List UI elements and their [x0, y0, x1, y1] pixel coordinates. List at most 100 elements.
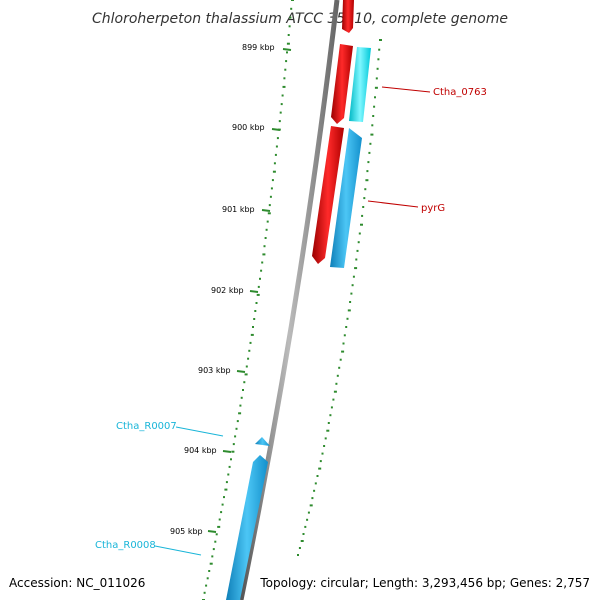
outer-ring-dot [298, 547, 301, 549]
ruler-label-903: 903 kbp [198, 366, 231, 375]
ruler-labels: 899 kbp 900 kbp 901 kbp 902 kbp 903 kbp … [170, 43, 275, 536]
outer-ring-dot [313, 489, 316, 492]
outer-ring-dot [343, 334, 346, 337]
ruler-dot [223, 496, 225, 499]
outer-ring-dot [362, 206, 365, 208]
gene-label-ctha-0763[interactable]: Ctha_0763 [433, 87, 487, 98]
genome-summary-text: Topology: circular; Length: 3,293,456 bp… [259, 576, 590, 590]
outer-ring-dot [300, 540, 304, 542]
outer-ring-dot [341, 350, 345, 353]
gene-feature-pyrg-upstream[interactable] [312, 126, 344, 264]
outer-ring-dot [323, 445, 326, 447]
ruler-label-902: 902 kbp [211, 286, 244, 295]
ruler-dot [203, 591, 206, 594]
outer-ring-dot [342, 342, 345, 345]
ruler-dot [274, 153, 277, 156]
map-title: Chloroherpeton thalassium ATCC 35110, co… [92, 11, 508, 27]
ruler-dot [245, 365, 248, 368]
ruler-label-901: 901 kbp [222, 205, 255, 214]
outer-ring-dot [369, 142, 372, 145]
ruler-dot [250, 333, 254, 336]
ruler-dot [218, 518, 221, 521]
outer-ring-dot [314, 482, 317, 485]
ruler-tick-902 [249, 290, 259, 293]
ruler-dot [263, 245, 266, 248]
ruler-dot [244, 373, 248, 376]
ruler-dot [217, 525, 221, 528]
ruler-dot [248, 349, 251, 352]
ruler-dot [239, 404, 242, 407]
outer-ring-dot [367, 161, 370, 164]
ruler-dot [235, 427, 238, 430]
ruler-dot [255, 302, 258, 304]
ruler-tick-900 [271, 128, 281, 131]
ruler-dot [243, 381, 246, 384]
ruler-dot [230, 458, 232, 461]
ruler-dot [280, 103, 283, 106]
outer-ring-dot [357, 241, 360, 244]
ruler-dot [240, 396, 243, 399]
outer-ring-dot [377, 58, 380, 61]
gene-label-ctha-r0007[interactable]: Ctha_R0007 [116, 421, 177, 432]
ruler-dot [281, 94, 284, 97]
outer-ring-dot [326, 429, 330, 432]
ruler-dot [285, 60, 288, 63]
gene-feature-ctha-0763[interactable] [331, 44, 353, 124]
outer-ring-dot [374, 86, 378, 89]
outer-ring-dot [311, 497, 314, 500]
outer-ring-dot [329, 414, 332, 417]
outer-ring-dot [306, 518, 309, 521]
outer-ring-dot [349, 301, 352, 303]
ruler-dot [206, 577, 209, 580]
ruler-dot [224, 488, 228, 491]
outer-ring-dot [355, 258, 358, 261]
ruler-dot [211, 555, 214, 558]
ruler-dot [266, 220, 269, 223]
ruler-dot [220, 511, 223, 514]
gene-label-ctha-r0008[interactable]: Ctha_R0008 [95, 540, 156, 551]
ruler-dot [236, 420, 239, 423]
outer-ring-dot [378, 48, 381, 51]
outer-ring-dot [379, 39, 382, 41]
outer-ring-dot [345, 326, 348, 328]
ruler-dot [209, 562, 213, 565]
ruler-dot [256, 293, 260, 296]
ruler-dot [205, 584, 208, 587]
ruler-dot [283, 77, 286, 80]
ruler-dot [253, 318, 256, 320]
ruler-dot [267, 212, 271, 215]
accession-text: Accession: NC_011026 [9, 576, 145, 590]
outer-ring-dot [335, 382, 338, 385]
outer-ring-dot [302, 533, 305, 535]
gene-feature-pyrg[interactable] [330, 128, 362, 268]
outer-ring-dot [304, 525, 307, 528]
ruler-label-899: 899 kbp [242, 43, 275, 52]
outer-ring-dot [373, 105, 376, 108]
ruler-dot [247, 357, 250, 360]
label-connector-pyrg [367, 200, 419, 208]
ruler-tick-905 [207, 530, 217, 533]
gene-feature-ctha-r0007[interactable] [255, 437, 270, 446]
ruler-tick-903 [236, 370, 246, 373]
ruler-dot [249, 341, 252, 344]
trna-feature-cyan[interactable] [349, 47, 371, 122]
outer-ring-dot [319, 460, 322, 463]
gene-label-pyrg[interactable]: pyrG [421, 203, 445, 214]
ruler-dot [261, 261, 264, 264]
ruler-dot [275, 145, 278, 148]
ruler-dot [284, 68, 287, 71]
outer-ring-dot [356, 249, 359, 252]
ruler-dot [279, 111, 282, 114]
outer-ring-dot [354, 267, 358, 270]
outer-ring-dot [330, 406, 333, 409]
ruler-dot [278, 120, 281, 123]
ruler-dot [225, 481, 228, 484]
gene-feature-top-partial[interactable] [342, 0, 354, 33]
ruler-dot [276, 137, 279, 140]
label-connector-ctha-r0007 [175, 426, 224, 437]
gene-feature-ctha-r0008[interactable] [226, 455, 268, 600]
ruler-dot [265, 228, 268, 231]
outer-ring-dot [309, 504, 313, 507]
outer-ring-dot [376, 67, 379, 70]
